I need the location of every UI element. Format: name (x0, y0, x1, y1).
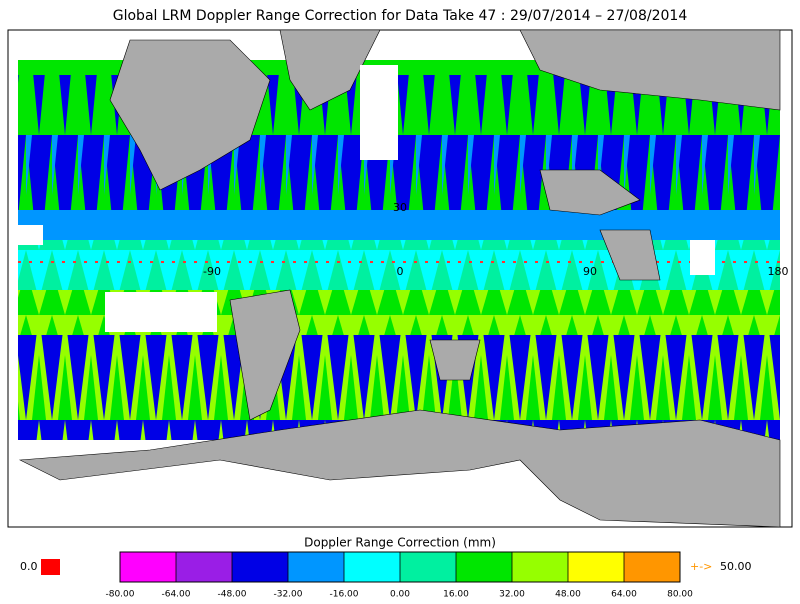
overflow-label: 50.00 (720, 560, 752, 573)
colorbar-tick-label: -32.00 (273, 590, 302, 600)
colorbar-segment (624, 552, 680, 582)
colorbar-segment (568, 552, 624, 582)
missing-label: 0.0 (20, 560, 38, 573)
colorbar-tick-label: 48.00 (555, 590, 581, 600)
colorbar-tick-label: 16.00 (443, 590, 469, 600)
colorbar-title: Doppler Range Correction (mm) (304, 536, 496, 550)
colorbar-segment (344, 552, 400, 582)
lon-label: -90 (203, 265, 221, 278)
overflow-arrow: +-> (690, 560, 712, 573)
colorbar-tick-label: 64.00 (611, 590, 637, 600)
title: Global LRM Doppler Range Correction for … (113, 8, 688, 24)
colorbar-tick-label: -64.00 (161, 590, 190, 600)
colorbar-segment (120, 552, 176, 582)
colorbar-tick-label: -48.00 (217, 590, 246, 600)
no-data-areas (18, 65, 715, 332)
lat-label: 30 (393, 201, 407, 214)
colorbar-tick-label: -80.00 (105, 590, 134, 600)
colorbar: -80.00 -64.00 -48.00 -32.00 -16.00 0.00 16.00 3… (105, 551, 693, 600)
map-labels: 30 -90 0 90 180 (203, 201, 788, 278)
land (18, 29, 781, 528)
colorbar-tick-label: 0.00 (390, 590, 410, 600)
colorbar-tick-label: -16.00 (329, 590, 358, 600)
lon-label: 180 (768, 265, 789, 278)
colorbar-segment (456, 552, 512, 582)
colorbar-tick-label: 80.00 (667, 590, 693, 600)
colorbar-tick-label: 32.00 (499, 590, 525, 600)
colorbar-segment (512, 552, 568, 582)
colorbar-segment (232, 552, 288, 582)
lon-label: 0 (397, 265, 404, 278)
colorbar-segment (176, 552, 232, 582)
colorbar-segment (288, 552, 344, 582)
colorbar-segment (400, 552, 456, 582)
lon-label: 90 (583, 265, 597, 278)
missing-swatch (41, 559, 60, 575)
